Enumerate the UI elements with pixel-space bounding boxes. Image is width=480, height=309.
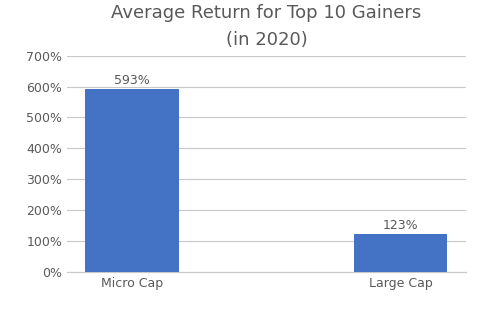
Text: 593%: 593% (114, 74, 150, 87)
Bar (85, 89, 179, 272)
Bar (354, 234, 447, 272)
Title: Average Return for Top 10 Gainers
(in 2020): Average Return for Top 10 Gainers (in 20… (111, 4, 421, 49)
Text: 123%: 123% (383, 219, 419, 232)
